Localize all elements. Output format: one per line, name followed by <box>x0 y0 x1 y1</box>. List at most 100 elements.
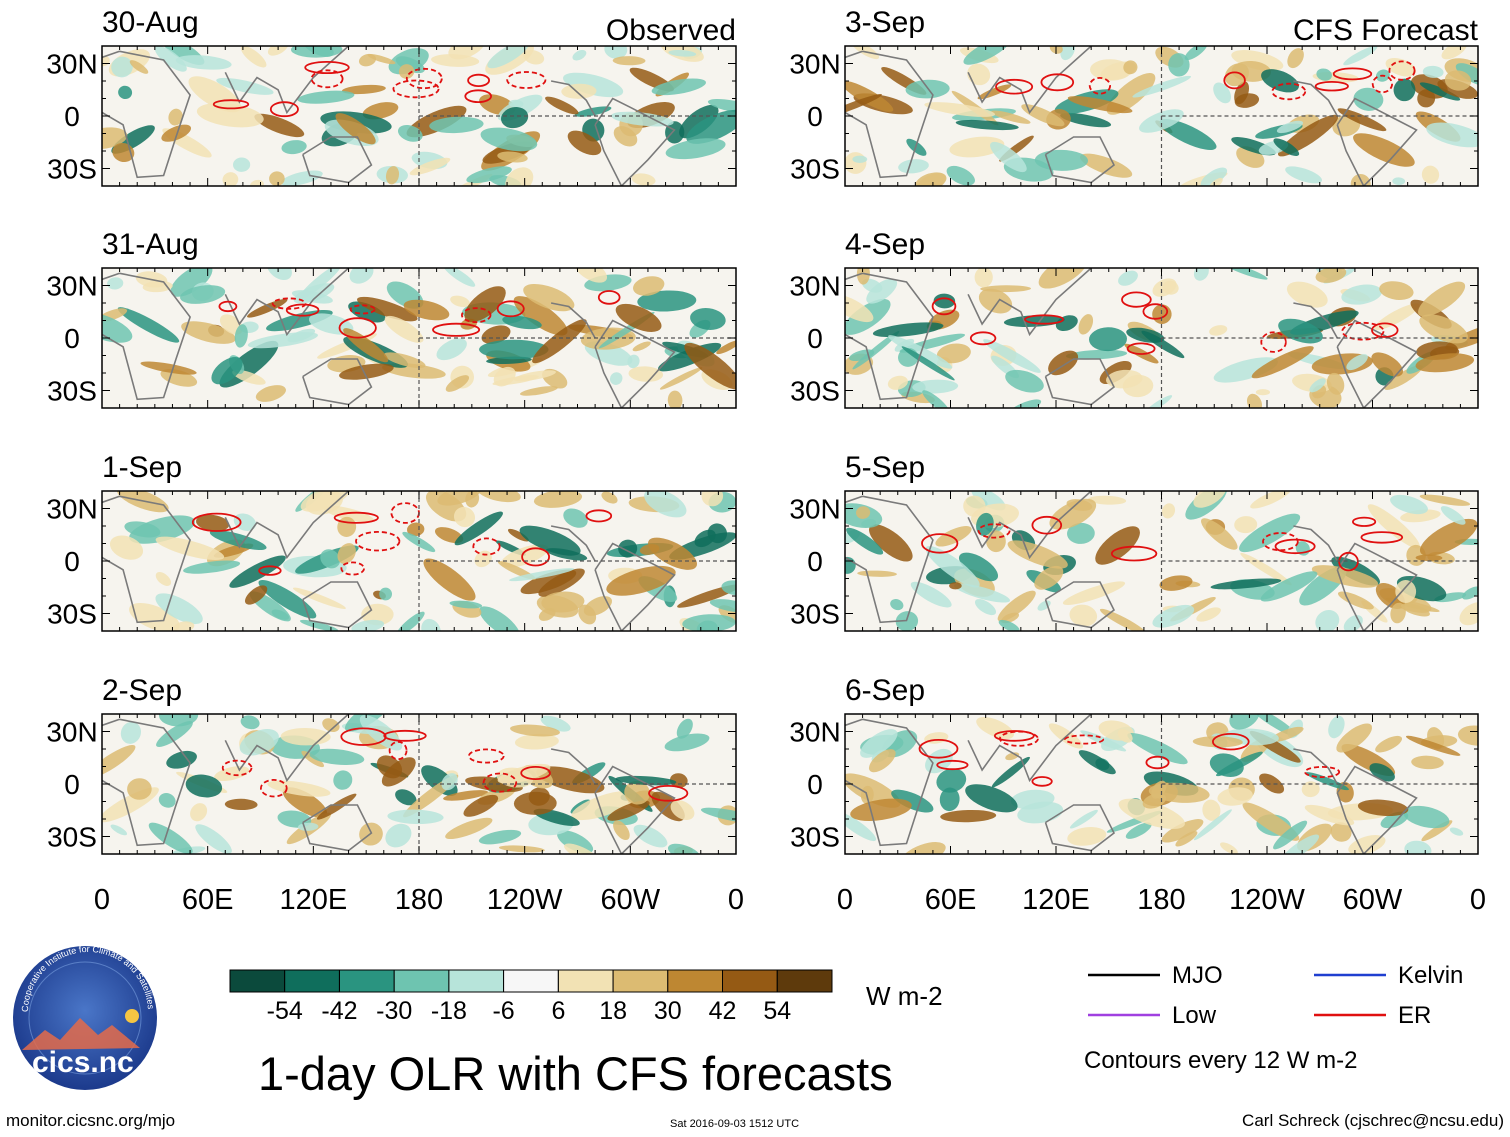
footer-website[interactable]: monitor.cicsnc.org/mjo <box>6 1111 175 1130</box>
x-tick-label: 180 <box>395 884 443 916</box>
x-tick-label: 120E <box>1022 884 1090 916</box>
olr-anomaly-cell <box>1118 798 1185 829</box>
olr-anomaly-cell <box>188 76 241 113</box>
olr-anomaly-cell <box>936 768 967 793</box>
olr-anomaly-cell <box>949 136 1005 158</box>
olr-anomaly-cell <box>148 822 193 854</box>
coastline <box>594 97 676 186</box>
olr-anomaly-cell <box>1168 53 1190 77</box>
olr-anomaly-cell <box>607 800 650 821</box>
olr-anomaly-cell <box>533 491 583 508</box>
olr-anomaly-cell <box>1371 352 1404 377</box>
olr-anomaly-cell <box>1426 122 1478 148</box>
olr-anomaly-cell <box>997 590 1036 622</box>
er-contour <box>1341 321 1385 341</box>
er-contour <box>1145 755 1170 770</box>
olr-anomaly-cell <box>615 775 677 786</box>
olr-anomaly-cell <box>234 324 248 348</box>
olr-anomaly-cell <box>1350 173 1371 186</box>
olr-anomaly-cell <box>1421 165 1440 184</box>
er-contour <box>1371 74 1394 94</box>
er-contour <box>472 537 501 556</box>
olr-anomaly-cell <box>1217 787 1253 806</box>
olr-anomaly-cell <box>1309 378 1326 393</box>
olr-anomaly-cell <box>701 491 724 507</box>
olr-anomaly-cell <box>211 356 243 385</box>
er-contour <box>496 300 525 318</box>
olr-anomaly-cell <box>632 341 651 352</box>
er-contour <box>1126 342 1156 355</box>
footer-timestamp: Sat 2016-09-03 1512 UTC <box>670 1118 799 1130</box>
olr-anomaly-cell <box>545 548 588 561</box>
panel-date: 5-Sep <box>845 451 925 484</box>
olr-anomaly-cell <box>1202 799 1221 821</box>
er-contour <box>921 533 959 554</box>
olr-anomaly-cell <box>1213 357 1278 383</box>
olr-anomaly-cell <box>1062 581 1126 605</box>
colorbar-swatch <box>503 969 559 993</box>
olr-anomaly-cell <box>1118 270 1138 286</box>
x-tick-label: 0 <box>1470 884 1486 916</box>
olr-anomaly-cell <box>1220 842 1238 854</box>
olr-anomaly-cell <box>924 102 996 117</box>
colorbar-swatch <box>667 969 723 993</box>
olr-anomaly-cell <box>1392 177 1406 186</box>
olr-anomaly-cell <box>716 340 736 355</box>
olr-anomaly-cell <box>707 99 736 114</box>
colorbar: -54 -42 -30 -18 -6 6 18 30 42 54 <box>229 969 833 1025</box>
olr-anomaly-cell <box>302 46 334 57</box>
olr-anomaly-cell <box>1106 369 1143 389</box>
olr-anomaly-cell <box>1117 728 1133 743</box>
er-contour <box>467 73 491 88</box>
map-panel: 30N 0 30S 30-Aug Observed <box>46 6 737 187</box>
x-tick-label: 0 <box>837 884 853 916</box>
map-panel: 30N 0 30S 5-Sep <box>789 451 1479 632</box>
coastline <box>302 581 373 629</box>
coastline <box>1293 748 1338 785</box>
map-panel: 30N 0 30S 6-Sep <box>789 674 1479 855</box>
footer-author: Carl Schreck (cjschrec@ncsu.edu) <box>1242 1111 1504 1130</box>
coastline <box>102 50 191 179</box>
colorbar-tick-label: 30 <box>654 997 682 1025</box>
coastline <box>1336 97 1418 186</box>
olr-anomaly-cell <box>1208 177 1223 186</box>
cics-logo[interactable]: Cooperative Institute for Climate and Sa… <box>13 944 157 1090</box>
olr-anomaly-cell <box>1367 504 1420 549</box>
olr-anomaly-cell <box>572 49 587 61</box>
olr-anomaly-cell <box>1418 281 1466 317</box>
olr-anomaly-cell <box>118 85 133 100</box>
olr-anomaly-cell <box>110 824 128 836</box>
olr-anomaly-cell <box>293 283 335 304</box>
olr-anomaly-cell <box>445 375 470 392</box>
olr-anomaly-cell <box>1139 109 1184 133</box>
olr-anomaly-cell <box>1261 69 1299 93</box>
olr-anomaly-cell <box>501 107 529 129</box>
olr-anomaly-cell <box>1213 82 1232 104</box>
x-tick-label: 60W <box>1343 884 1403 916</box>
er-contour <box>349 304 376 315</box>
olr-anomaly-cell <box>1234 516 1258 534</box>
olr-anomaly-cell <box>567 130 602 156</box>
olr-anomaly-cell <box>1315 610 1340 631</box>
colorbar-units: W m-2 <box>866 981 943 1011</box>
olr-anomaly-cell <box>102 127 128 150</box>
logo-mountain-icon <box>22 1018 140 1050</box>
olr-anomaly-cell <box>709 599 736 613</box>
coastline <box>594 765 676 854</box>
olr-anomaly-cell <box>376 755 403 779</box>
olr-anomaly-cell <box>454 511 503 546</box>
er-contour <box>221 759 253 777</box>
coastline <box>224 714 350 783</box>
y-tick-label: 30S <box>47 154 97 185</box>
olr-anomaly-cell <box>856 506 871 519</box>
olr-anomaly-cell <box>983 339 1041 373</box>
olr-anomaly-cell <box>1462 586 1478 600</box>
olr-anomaly-cell <box>1260 571 1318 602</box>
y-tick-label: 30N <box>46 494 97 525</box>
colorbar-tick-label: -18 <box>431 997 467 1025</box>
olr-anomaly-cell <box>694 529 716 548</box>
olr-anomaly-cell <box>1060 112 1112 128</box>
olr-anomaly-cell <box>1311 565 1379 588</box>
olr-anomaly-cell <box>1415 554 1443 562</box>
